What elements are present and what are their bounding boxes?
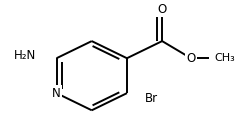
Text: CH₃: CH₃ (214, 53, 235, 63)
Text: H₂N: H₂N (14, 49, 36, 62)
Text: N: N (52, 87, 61, 100)
Text: O: O (186, 52, 196, 65)
Text: Br: Br (145, 92, 158, 105)
Text: O: O (157, 3, 167, 16)
